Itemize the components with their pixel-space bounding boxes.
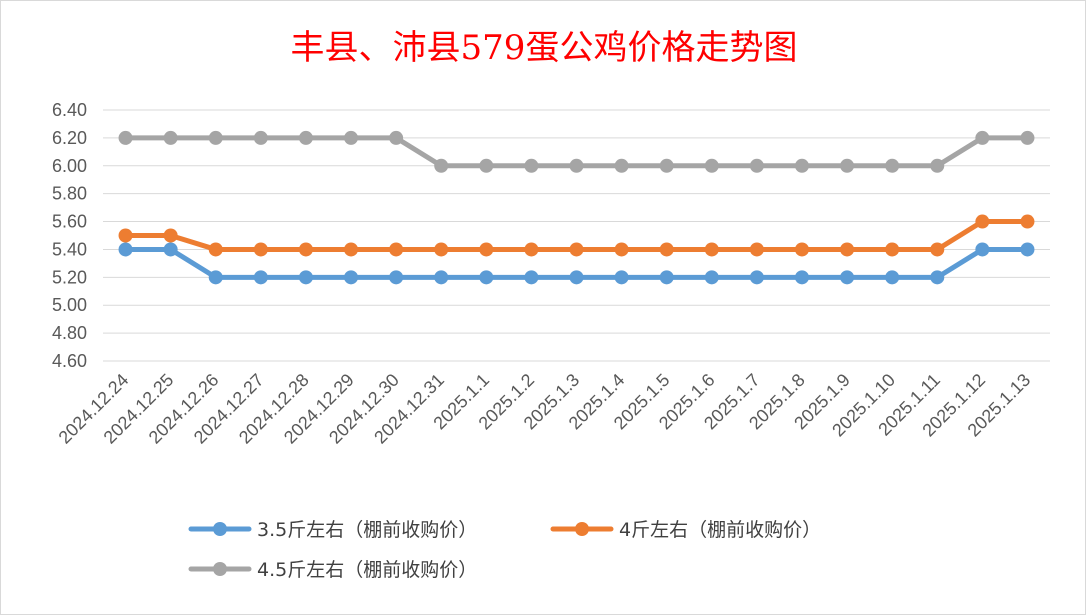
data-point (298, 242, 313, 257)
legend-swatch-marker (213, 562, 227, 576)
data-point (208, 242, 223, 257)
legend-swatch-marker (575, 522, 589, 536)
data-point (614, 158, 629, 173)
data-point (208, 270, 223, 285)
legend-label: 3.5斤左右（棚前收购价） (257, 519, 477, 541)
data-point (389, 130, 404, 145)
data-point (794, 158, 809, 173)
data-point (479, 158, 494, 173)
data-point (524, 242, 539, 257)
data-point (614, 242, 629, 257)
y-tick-label: 5.00 (52, 295, 87, 315)
gridlines (103, 109, 1050, 362)
data-point (704, 158, 719, 173)
data-point (524, 158, 539, 173)
data-point (479, 242, 494, 257)
data-point (659, 270, 674, 285)
data-point (614, 270, 629, 285)
data-point (208, 130, 223, 145)
data-point (163, 228, 178, 243)
data-point (794, 270, 809, 285)
legend-label: 4.5斤左右（棚前收购价） (257, 559, 477, 581)
data-point (298, 130, 313, 145)
legend-swatch-marker (213, 522, 227, 536)
data-point (118, 242, 133, 257)
data-point (253, 242, 268, 257)
data-point (434, 242, 449, 257)
data-point (479, 270, 494, 285)
data-point (975, 242, 990, 257)
legend: 3.5斤左右（棚前收购价） 4斤左右（棚前收购价） 4.5斤左右（棚前收购价） (188, 519, 821, 581)
y-tick-label: 5.40 (52, 239, 87, 259)
data-point (749, 270, 764, 285)
y-tick-label: 5.60 (52, 212, 87, 232)
data-point (704, 270, 719, 285)
data-point (930, 270, 945, 285)
data-point (118, 228, 133, 243)
data-point (569, 270, 584, 285)
y-tick-label: 4.60 (52, 351, 87, 371)
data-point (1020, 130, 1035, 145)
data-point (253, 270, 268, 285)
data-point (840, 242, 855, 257)
data-point (930, 242, 945, 257)
data-point (434, 270, 449, 285)
data-point (885, 242, 900, 257)
data-point (344, 130, 359, 145)
data-point (344, 270, 359, 285)
y-tick-label: 6.40 (52, 100, 87, 120)
chart-title: 丰县、沛县579蛋公鸡价格走势图 (291, 28, 798, 68)
y-tick-label: 4.80 (52, 323, 87, 343)
y-tick-label: 6.00 (52, 156, 87, 176)
x-axis-ticks: 2024.12.242024.12.252024.12.262024.12.27… (55, 370, 1035, 448)
data-point (840, 158, 855, 173)
data-point (163, 242, 178, 257)
data-point (569, 242, 584, 257)
data-point (840, 270, 855, 285)
data-point (794, 242, 809, 257)
series-lines (118, 130, 1035, 285)
data-point (704, 242, 719, 257)
data-point (569, 158, 584, 173)
data-point (434, 158, 449, 173)
data-point (389, 270, 404, 285)
data-point (749, 158, 764, 173)
data-point (659, 242, 674, 257)
data-point (659, 158, 674, 173)
data-point (885, 270, 900, 285)
data-point (1020, 242, 1035, 257)
data-point (298, 270, 313, 285)
data-point (930, 158, 945, 173)
data-point (389, 242, 404, 257)
data-point (163, 130, 178, 145)
y-axis-ticks: 4.60 4.80 5.00 5.20 5.40 5.60 5.80 6.00 6.20 6.40 (52, 100, 87, 371)
data-point (118, 130, 133, 145)
data-point (524, 270, 539, 285)
data-point (344, 242, 359, 257)
data-point (749, 242, 764, 257)
y-tick-label: 5.80 (52, 184, 87, 204)
data-point (885, 158, 900, 173)
legend-label: 4斤左右（棚前收购价） (619, 519, 821, 541)
data-point (1020, 214, 1035, 229)
data-point (253, 130, 268, 145)
data-point (975, 214, 990, 229)
y-tick-label: 5.20 (52, 267, 87, 287)
y-tick-label: 6.20 (52, 128, 87, 148)
data-point (975, 130, 990, 145)
